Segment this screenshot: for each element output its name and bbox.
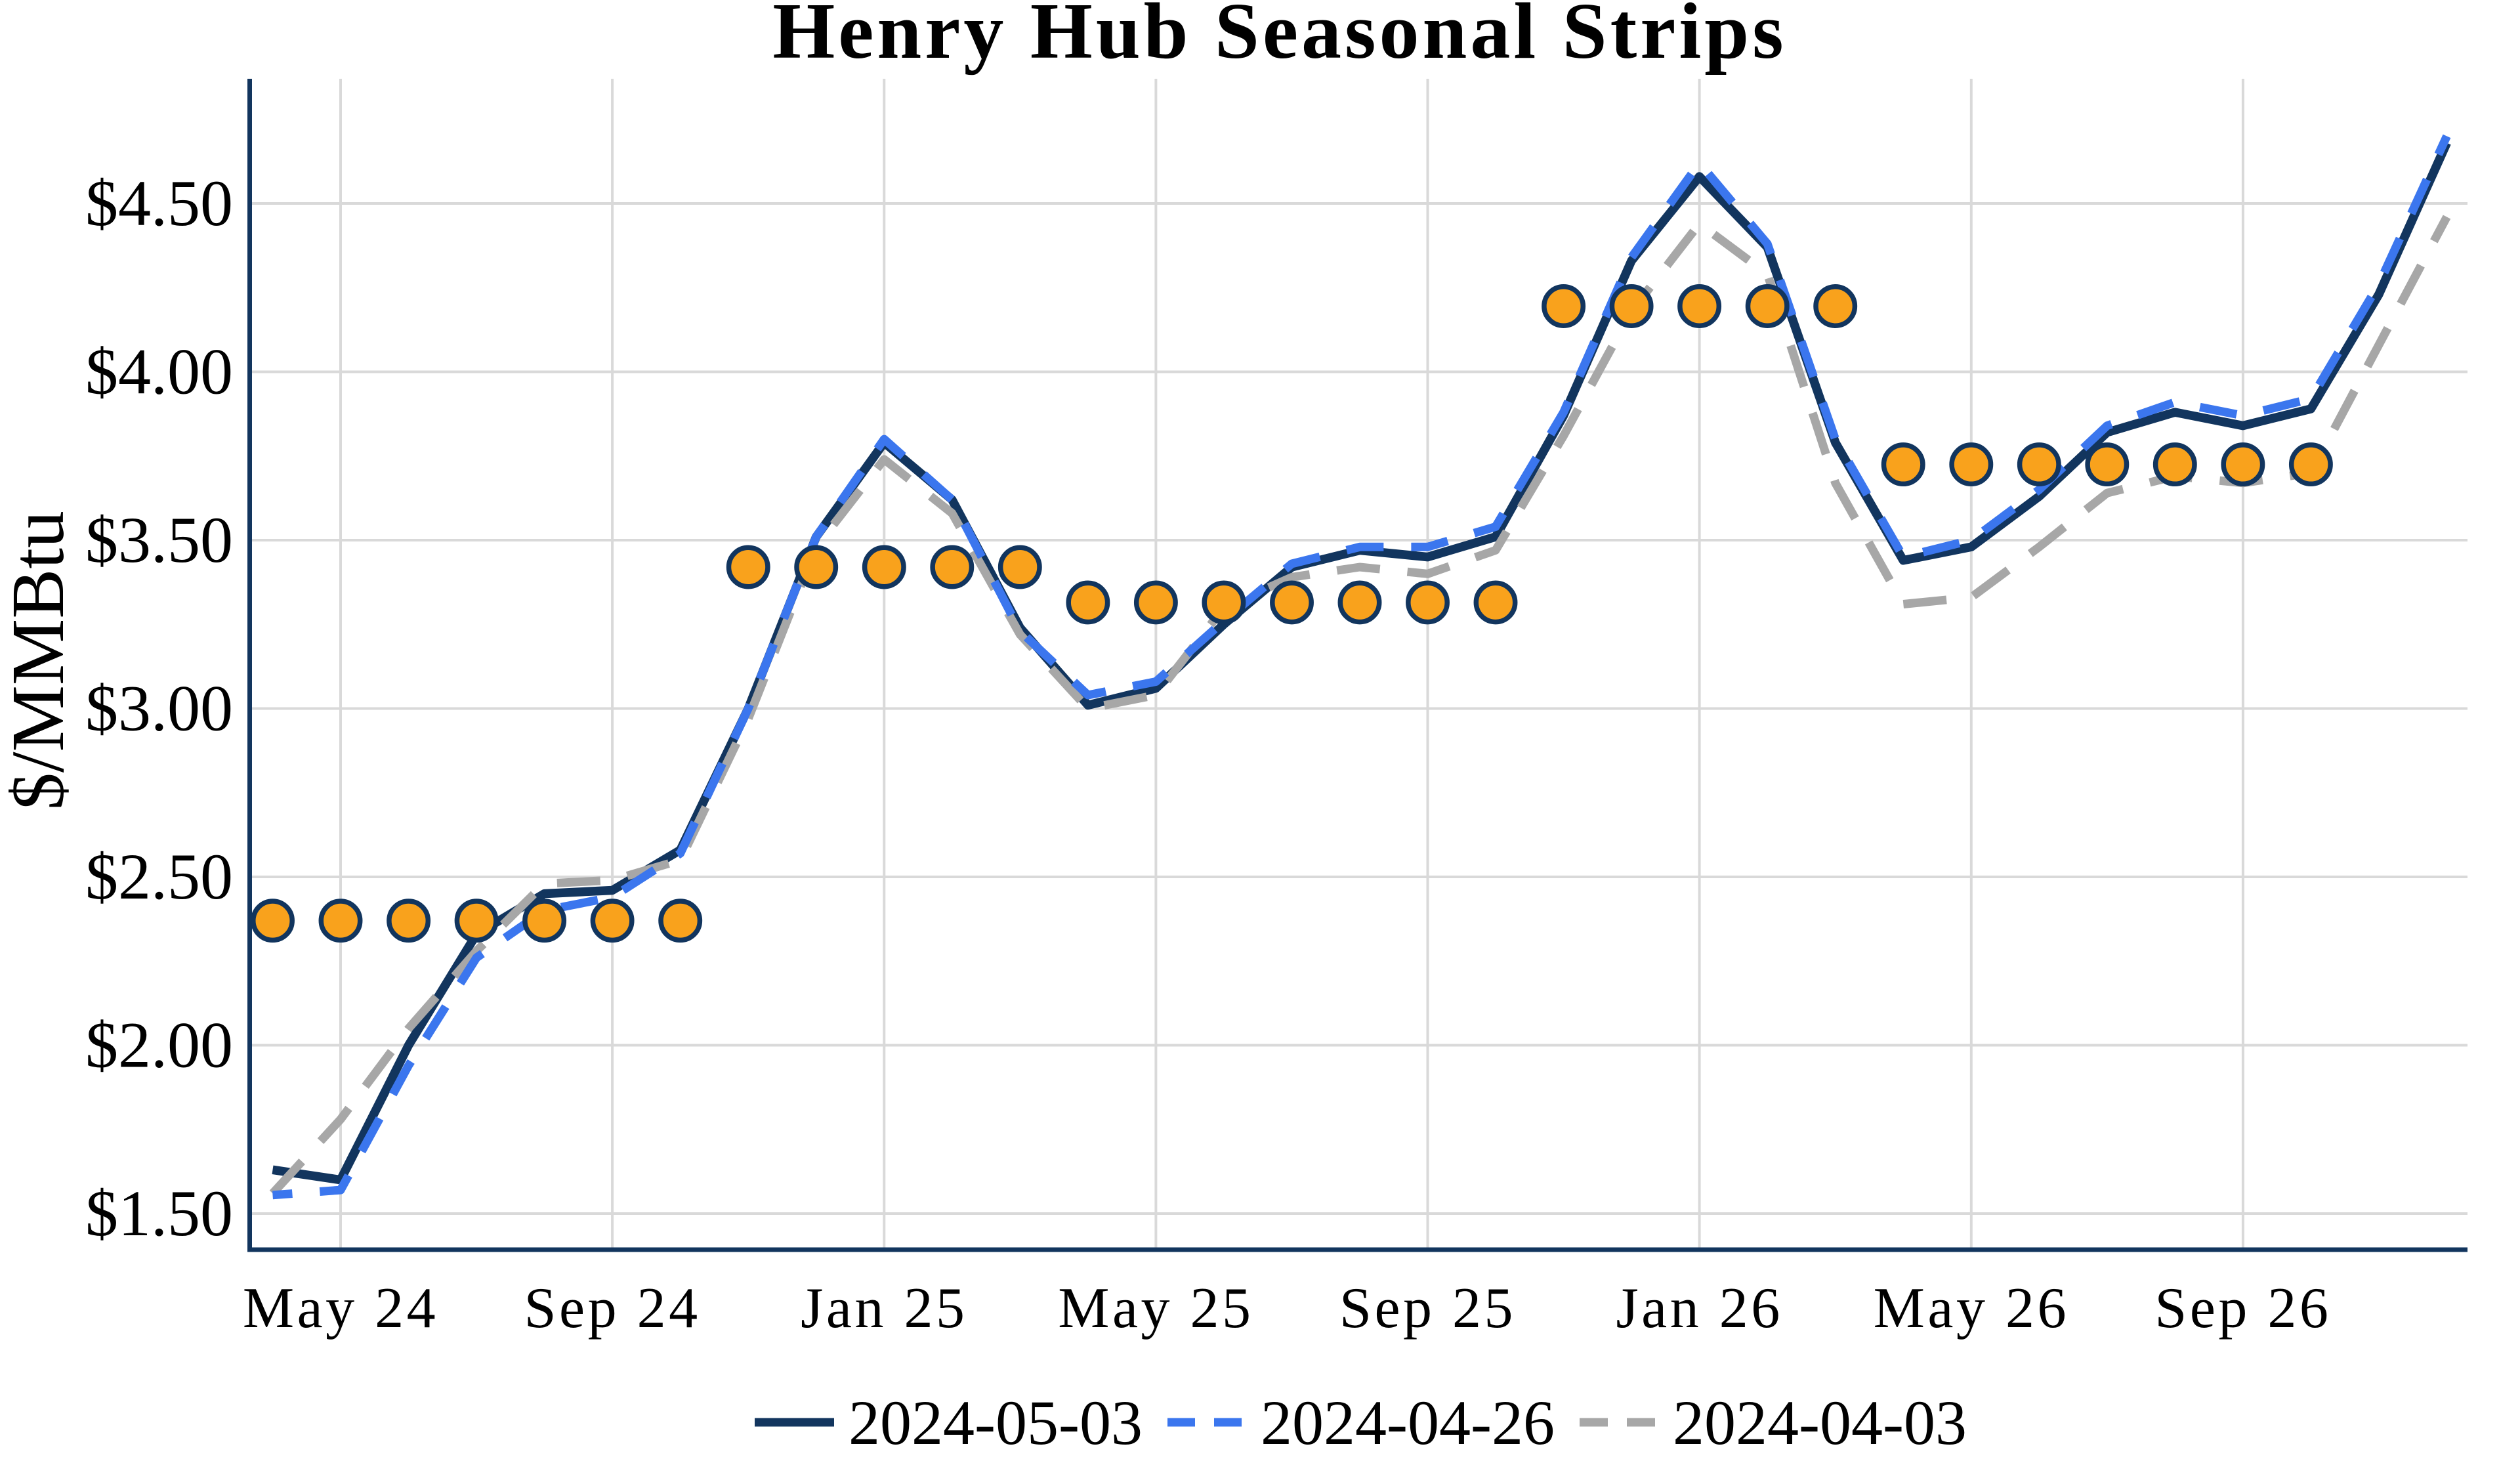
svg-text:Jan 25: Jan 25	[801, 1277, 967, 1340]
svg-text:May 25: May 25	[1058, 1277, 1253, 1340]
svg-text:2024-04-26: 2024-04-26	[1261, 1388, 1555, 1458]
svg-text:Henry Hub Seasonal Strips: Henry Hub Seasonal Strips	[772, 0, 1786, 75]
svg-text:May 26: May 26	[1874, 1277, 2069, 1340]
svg-text:$2.50: $2.50	[85, 840, 233, 913]
svg-text:$/MMBtu: $/MMBtu	[0, 511, 79, 810]
svg-text:$4.00: $4.00	[85, 335, 233, 408]
svg-text:$3.00: $3.00	[85, 672, 233, 745]
svg-text:May 24: May 24	[243, 1277, 438, 1340]
svg-text:$1.50: $1.50	[85, 1177, 233, 1250]
svg-text:Sep 24: Sep 24	[524, 1277, 701, 1340]
svg-text:$4.50: $4.50	[85, 167, 233, 240]
svg-text:2024-05-03: 2024-05-03	[849, 1388, 1143, 1458]
svg-text:$2.00: $2.00	[85, 1009, 233, 1082]
svg-text:Sep 26: Sep 26	[2154, 1277, 2331, 1340]
svg-text:Sep 25: Sep 25	[1339, 1277, 1516, 1340]
svg-text:Jan 26: Jan 26	[1616, 1277, 1782, 1340]
svg-text:$3.50: $3.50	[85, 503, 233, 576]
svg-text:2024-04-03: 2024-04-03	[1673, 1388, 1967, 1458]
